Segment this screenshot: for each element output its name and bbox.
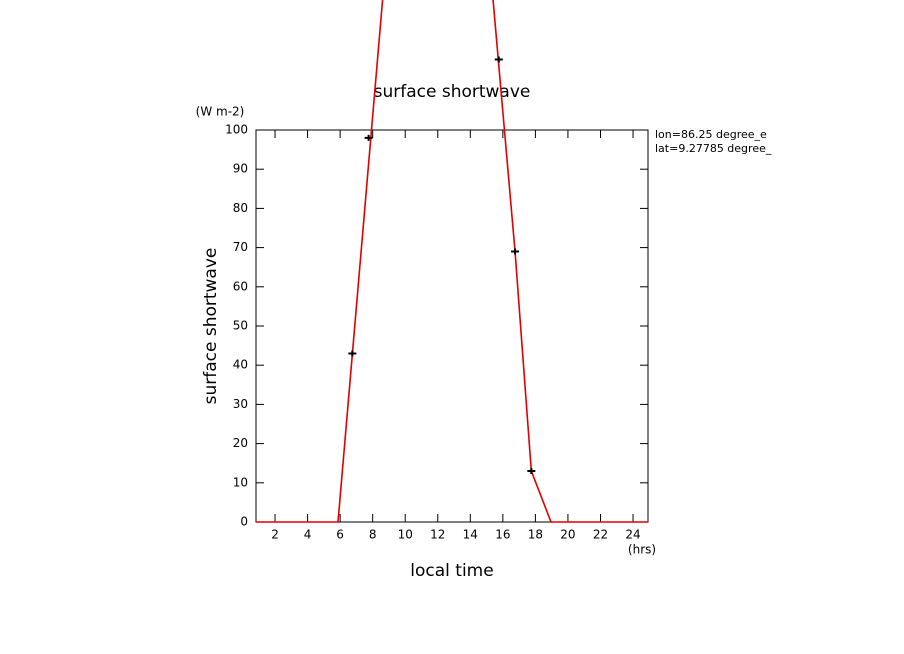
x-axis-label: local time xyxy=(410,561,493,581)
y-tick-label: 20 xyxy=(233,436,248,450)
y-tick-label: 50 xyxy=(233,319,248,333)
y-tick-label: 0 xyxy=(240,515,248,529)
y-tick-label: 100 xyxy=(225,123,248,137)
data-point xyxy=(527,468,536,475)
x-units: (hrs) xyxy=(628,543,656,557)
x-tick-label: 10 xyxy=(398,528,413,542)
x-tick-label: 2 xyxy=(271,528,279,542)
x-tick-label: 4 xyxy=(304,528,312,542)
y-tick-label: 90 xyxy=(233,162,248,176)
x-tick-label: 14 xyxy=(463,528,478,542)
y-tick-label: 60 xyxy=(233,279,248,293)
y-units: (W m-2) xyxy=(196,105,245,119)
y-tick-label: 70 xyxy=(233,240,248,254)
plot-frame xyxy=(255,129,649,523)
data-point xyxy=(364,134,373,141)
y-tick-label: 10 xyxy=(233,475,248,489)
x-tick-label: 20 xyxy=(560,528,575,542)
y-axis-label: surface shortwave xyxy=(201,248,221,405)
x-tick-label: 8 xyxy=(369,528,377,542)
y-tick-label: 40 xyxy=(233,358,248,372)
x-tick-label: 22 xyxy=(593,528,608,542)
chart-title: surface shortwave xyxy=(374,82,531,102)
annotation: lon=86.25 degree_e xyxy=(655,128,767,141)
data-point xyxy=(348,350,357,357)
annotation: lat=9.27785 degree_ xyxy=(655,142,772,155)
x-tick-label: 6 xyxy=(336,528,344,542)
x-tick-label: 12 xyxy=(430,528,445,542)
data-point xyxy=(511,248,520,255)
y-tick-label: 80 xyxy=(233,201,248,215)
x-tick-label: 16 xyxy=(495,528,510,542)
x-tick-label: 24 xyxy=(625,528,640,542)
data-line xyxy=(256,0,648,523)
data-point xyxy=(494,56,503,63)
x-tick-label: 18 xyxy=(528,528,543,542)
y-tick-label: 30 xyxy=(233,397,248,411)
